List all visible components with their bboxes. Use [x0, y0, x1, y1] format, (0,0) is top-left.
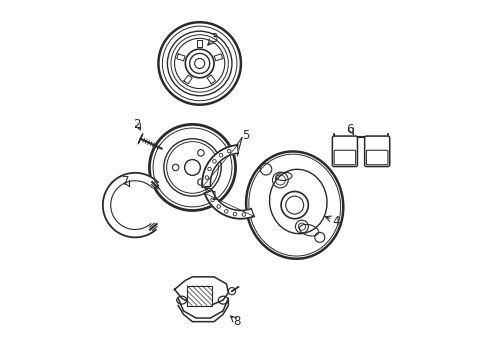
Polygon shape	[178, 298, 228, 321]
Text: 2: 2	[133, 118, 141, 131]
Text: 4: 4	[331, 215, 339, 228]
FancyBboxPatch shape	[366, 150, 387, 165]
Bar	[187, 286, 212, 306]
Text: 7: 7	[122, 175, 129, 188]
Polygon shape	[204, 190, 254, 219]
FancyBboxPatch shape	[333, 150, 355, 165]
Text: 8: 8	[233, 315, 241, 328]
Polygon shape	[202, 145, 238, 187]
Polygon shape	[102, 173, 158, 237]
Polygon shape	[174, 277, 228, 306]
Text: 1: 1	[210, 190, 217, 203]
Text: 5: 5	[242, 129, 249, 142]
FancyBboxPatch shape	[364, 136, 389, 167]
Text: 6: 6	[346, 123, 353, 136]
Text: 3: 3	[210, 32, 217, 45]
FancyBboxPatch shape	[332, 136, 357, 167]
